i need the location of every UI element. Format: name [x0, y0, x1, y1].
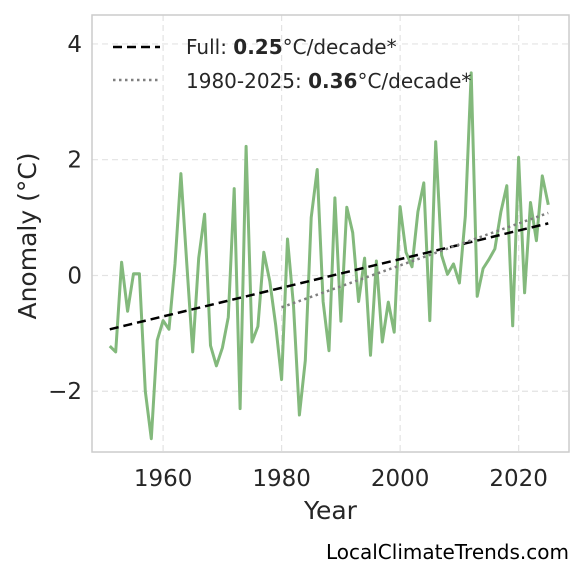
x-tick-labels: 1960 1980 2000 2020: [134, 466, 548, 492]
trend-line-full: [109, 222, 549, 331]
legend-label-1980-2025: 1980-2025: 0.36°C/decade*: [186, 69, 471, 93]
legend: Full: 0.25°C/decade* 1980-2025: 0.36°C/d…: [113, 35, 471, 93]
anomaly-series-line: [108, 71, 550, 441]
x-tick-label: 1960: [134, 466, 193, 492]
plot-frame: [91, 14, 570, 453]
y-tick-label: −2: [48, 379, 82, 405]
x-tick-label: 2000: [371, 466, 430, 492]
x-tick-label: 1980: [252, 466, 311, 492]
y-tick-labels: 4 2 0 −2: [48, 32, 82, 405]
y-axis-title: Anomaly (°C): [13, 152, 42, 319]
x-tick-label: 2020: [489, 466, 548, 492]
anomaly-chart: 1960 1980 2000 2020 4 2 0 −2 Year Anomaly (°C)…: [13, 14, 570, 525]
y-tick-label: 0: [67, 263, 82, 289]
y-tick-label: 4: [67, 32, 82, 58]
trend-layer: [109, 211, 549, 331]
site-credit: LocalClimateTrends.com: [325, 540, 569, 564]
x-axis-title: Year: [303, 496, 358, 525]
trend-line-1980-2025: [281, 211, 549, 309]
series-layer: [108, 71, 550, 441]
y-tick-label: 2: [67, 148, 82, 174]
legend-label-full: Full: 0.25°C/decade*: [186, 35, 397, 59]
